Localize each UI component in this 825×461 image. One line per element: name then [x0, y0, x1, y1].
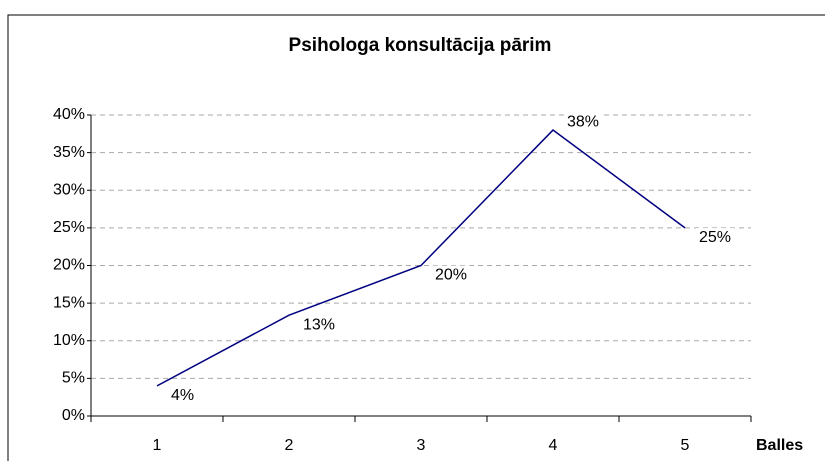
y-tick-label: 35% — [53, 144, 85, 161]
y-tick-label: 40% — [53, 106, 85, 123]
y-tick-label: 25% — [53, 219, 85, 236]
data-label-background — [696, 228, 735, 248]
line — [156, 129, 686, 387]
x-tick-label: 4 — [549, 437, 558, 454]
chart-border — [7, 14, 825, 461]
data-label: 4% — [171, 387, 194, 404]
y-tick-label: 0% — [62, 407, 85, 424]
y-tick-label: 30% — [53, 181, 85, 198]
x-tick-label: 1 — [153, 437, 162, 454]
data-label: 25% — [699, 229, 731, 246]
data-label-background — [168, 386, 198, 406]
chart-title: Psihologa konsultācija pārim — [289, 35, 552, 56]
y-tick-label: 5% — [62, 370, 85, 387]
data-label: 13% — [303, 316, 335, 333]
data-label-background — [300, 315, 339, 335]
x-tick-label: 5 — [681, 437, 690, 454]
data-label-background — [564, 112, 603, 132]
x-axis-title: Balles — [756, 437, 803, 454]
x-tick-label: 2 — [285, 437, 294, 454]
y-tick-label: 15% — [53, 294, 85, 311]
y-tick-label: 10% — [53, 332, 85, 349]
y-tick-label: 20% — [53, 257, 85, 274]
data-label-background — [432, 265, 471, 285]
data-label: 38% — [567, 113, 599, 130]
x-tick-label: 3 — [417, 437, 426, 454]
data-label: 20% — [435, 267, 467, 284]
